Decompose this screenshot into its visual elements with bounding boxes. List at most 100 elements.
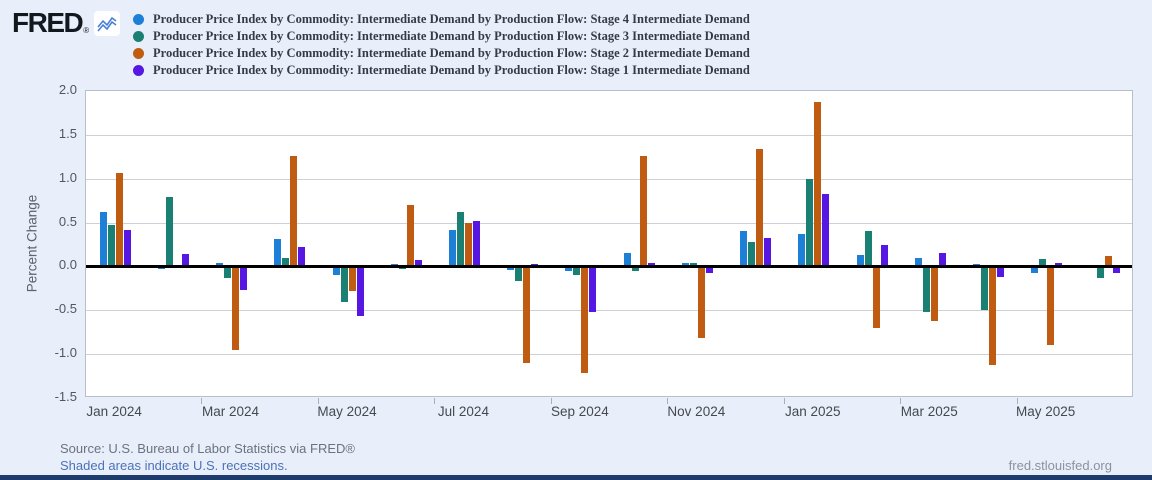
bar-stage-4-intermediate-demand-sep-2024[interactable] [565,266,573,271]
legend-item-stage-2[interactable]: Producer Price Index by Commodity: Inter… [133,45,750,62]
x-tick-mark [317,398,319,404]
bar-stage-3-intermediate-demand-dec-2024[interactable] [748,241,756,267]
bar-stage-1-intermediate-demand-apr-2025[interactable] [996,266,1004,277]
x-tick-mark [434,398,436,404]
bar-stage-2-intermediate-demand-dec-2024[interactable] [756,148,764,267]
bar-stage-4-intermediate-demand-jan-2025[interactable] [798,233,806,267]
bar-stage-1-intermediate-demand-feb-2024[interactable] [181,254,189,267]
bar-stage-3-intermediate-demand-jan-2025[interactable] [806,178,814,267]
bar-stage-1-intermediate-demand-jan-2025[interactable] [822,193,830,267]
bar-stage-2-intermediate-demand-apr-2024[interactable] [290,155,298,267]
bar-stage-3-intermediate-demand-jun-2025[interactable] [1097,266,1105,278]
bar-stage-4-intermediate-demand-jul-2024[interactable] [448,229,456,267]
legend-item-stage-4[interactable]: Producer Price Index by Commodity: Inter… [133,11,750,28]
x-tick-mark [783,398,785,404]
bar-stage-2-intermediate-demand-oct-2024[interactable] [639,155,647,267]
y-tick-label: 1.0 [58,169,77,185]
bar-stage-4-intermediate-demand-feb-2025[interactable] [856,255,864,267]
bar-stage-1-intermediate-demand-mar-2025[interactable] [938,253,946,267]
line-chart-zigzag-icon [94,11,121,36]
bar-stage-2-intermediate-demand-nov-2024[interactable] [697,266,705,339]
bar-stage-2-intermediate-demand-mar-2025[interactable] [930,266,938,321]
x-tick-label: Jul 2024 [437,404,489,419]
source-attribution: Source: U.S. Bureau of Labor Statistics … [60,441,355,456]
bar-stage-4-intermediate-demand-may-2024[interactable] [332,266,340,276]
bar-stage-3-intermediate-demand-may-2024[interactable] [340,266,348,302]
bar-stage-1-intermediate-demand-nov-2024[interactable] [705,266,713,274]
chart-legend: Producer Price Index by Commodity: Inter… [133,11,750,79]
bar-stage-2-intermediate-demand-may-2024[interactable] [348,266,356,291]
fred-site-link[interactable]: fred.stlouisfed.org [1008,458,1112,473]
bottom-navy-bar [0,475,1152,480]
bar-stage-3-intermediate-demand-nov-2024[interactable] [689,262,697,267]
bar-stage-1-intermediate-demand-aug-2024[interactable] [531,263,539,267]
bar-stage-1-intermediate-demand-jun-2025[interactable] [1113,266,1121,274]
x-tick-label: May 2025 [1016,404,1076,419]
bar-stage-3-intermediate-demand-feb-2025[interactable] [864,231,872,267]
plot-area [85,90,1133,397]
bar-stage-2-intermediate-demand-aug-2024[interactable] [523,266,531,363]
bar-stage-3-intermediate-demand-feb-2024[interactable] [165,197,173,267]
bar-stage-2-intermediate-demand-apr-2025[interactable] [988,266,996,365]
legend-item-stage-3[interactable]: Producer Price Index by Commodity: Inter… [133,28,750,45]
bar-stage-2-intermediate-demand-may-2025[interactable] [1047,266,1055,346]
bar-stage-1-intermediate-demand-jun-2024[interactable] [414,260,422,267]
bar-stage-2-intermediate-demand-jan-2024[interactable] [115,173,123,267]
bar-stage-1-intermediate-demand-mar-2024[interactable] [240,266,248,291]
bar-stage-1-intermediate-demand-may-2024[interactable] [356,266,364,317]
bar-stage-3-intermediate-demand-may-2025[interactable] [1039,259,1047,267]
bar-stage-3-intermediate-demand-jan-2024[interactable] [107,225,115,267]
bar-stage-2-intermediate-demand-feb-2025[interactable] [872,266,880,328]
bar-stage-4-intermediate-demand-mar-2025[interactable] [914,257,922,267]
bar-stage-3-intermediate-demand-mar-2025[interactable] [922,266,930,313]
bar-stage-2-intermediate-demand-sep-2024[interactable] [581,266,589,373]
bar-stage-4-intermediate-demand-nov-2024[interactable] [681,262,689,267]
legend-color-dot [133,65,144,76]
bar-stage-1-intermediate-demand-sep-2024[interactable] [589,266,597,313]
bar-stage-1-intermediate-demand-jan-2024[interactable] [123,229,131,267]
recessions-note-link[interactable]: Shaded areas indicate U.S. recessions. [60,458,288,473]
bar-stage-2-intermediate-demand-jun-2024[interactable] [406,205,414,267]
bar-stage-4-intermediate-demand-apr-2025[interactable] [972,263,980,267]
gridline [86,310,1132,312]
bar-stage-3-intermediate-demand-mar-2024[interactable] [224,266,232,278]
bar-stage-1-intermediate-demand-may-2025[interactable] [1055,262,1063,267]
y-tick-label: -1.5 [54,389,77,404]
bar-stage-4-intermediate-demand-oct-2024[interactable] [623,253,631,267]
bar-stage-4-intermediate-demand-dec-2024[interactable] [740,231,748,267]
bar-stage-4-intermediate-demand-jan-2024[interactable] [99,212,107,267]
x-tick-mark [201,398,203,404]
bar-stage-2-intermediate-demand-jan-2025[interactable] [814,102,822,267]
y-tick-label: -1.0 [54,345,77,361]
bar-stage-4-intermediate-demand-may-2025[interactable] [1031,266,1039,273]
x-tick-label: Sep 2024 [550,404,609,419]
x-tick-mark [550,398,552,404]
bar-stage-2-intermediate-demand-mar-2024[interactable] [232,266,240,350]
bar-stage-3-intermediate-demand-oct-2024[interactable] [631,266,639,271]
bar-stage-4-intermediate-demand-mar-2024[interactable] [216,262,224,267]
bar-stage-3-intermediate-demand-sep-2024[interactable] [573,266,581,276]
bar-stage-3-intermediate-demand-apr-2025[interactable] [980,266,988,311]
fred-logo-text: FRED [12,7,84,38]
bar-stage-2-intermediate-demand-jul-2024[interactable] [464,222,472,267]
x-tick-label: May 2024 [317,404,377,419]
bar-stage-3-intermediate-demand-aug-2024[interactable] [515,266,523,282]
bar-stage-1-intermediate-demand-dec-2024[interactable] [764,238,772,267]
legend-item-label: Producer Price Index by Commodity: Inter… [153,12,750,26]
y-tick-label: 2.0 [58,82,77,97]
bar-stage-1-intermediate-demand-oct-2024[interactable] [647,262,655,267]
legend-color-dot [133,48,144,59]
bar-stage-1-intermediate-demand-jul-2024[interactable] [472,220,480,267]
legend-item-stage-1[interactable]: Producer Price Index by Commodity: Inter… [133,62,750,79]
fred-logo[interactable]: FRED ® [12,7,121,38]
bar-stage-4-intermediate-demand-apr-2024[interactable] [274,239,282,267]
bar-stage-1-intermediate-demand-apr-2024[interactable] [298,247,306,267]
x-tick-label: Mar 2025 [900,404,958,419]
gridline [86,134,1132,136]
bar-stage-3-intermediate-demand-jul-2024[interactable] [456,212,464,267]
y-tick-label: 1.5 [58,125,77,141]
bar-stage-3-intermediate-demand-apr-2024[interactable] [282,257,290,267]
bar-stage-4-intermediate-demand-jun-2024[interactable] [390,263,398,267]
bar-stage-2-intermediate-demand-jun-2025[interactable] [1105,255,1113,267]
bar-stage-1-intermediate-demand-feb-2025[interactable] [880,244,888,267]
